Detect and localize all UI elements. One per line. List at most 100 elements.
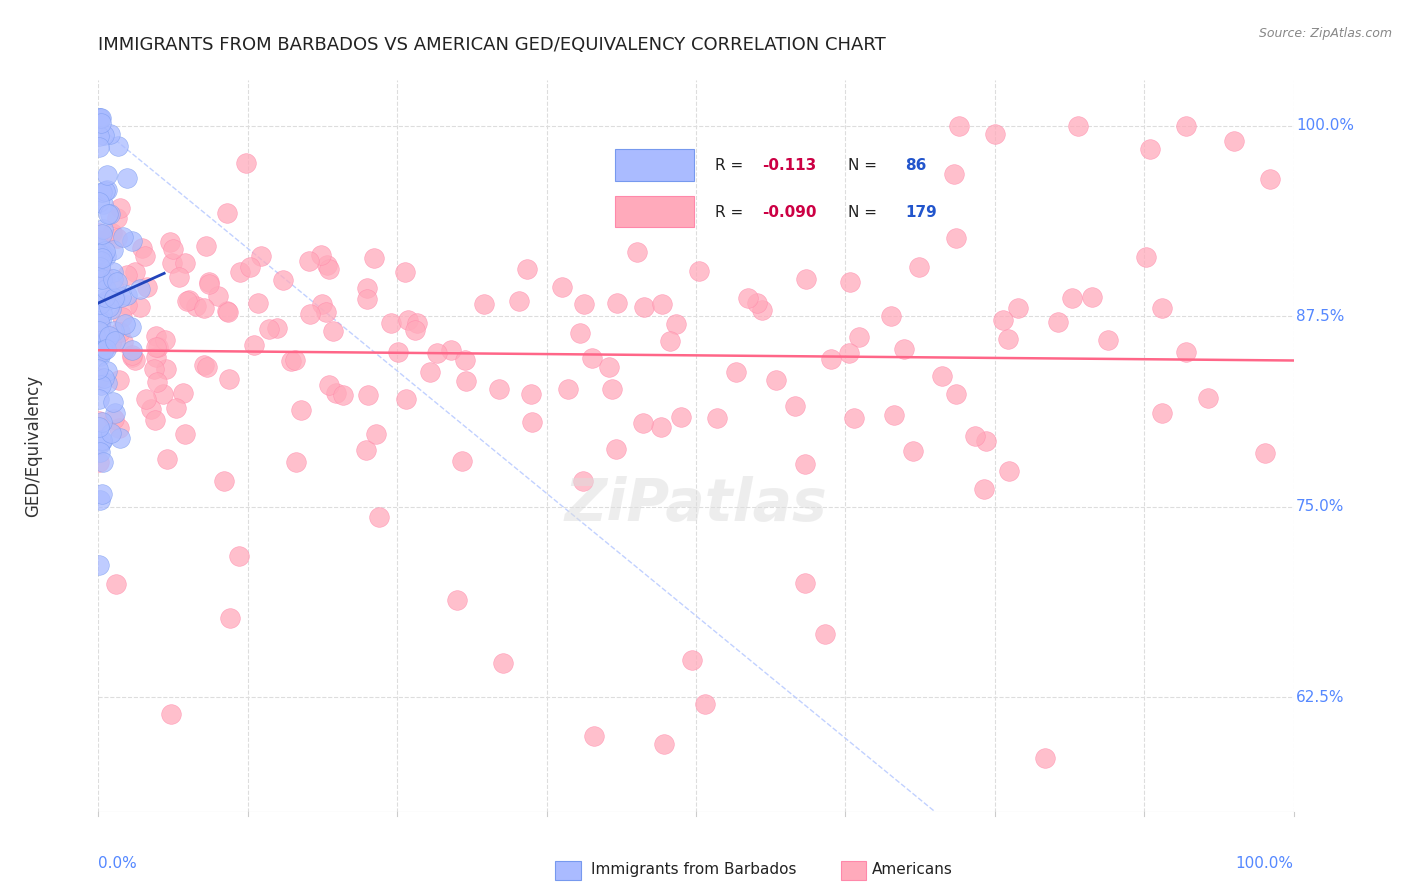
Point (583, 729, 606, 743)
Point (1152, 406, 1174, 420)
Point (963, 428, 986, 442)
Point (100, 425, 122, 440)
Point (440, 343, 463, 358)
Point (488, 382, 510, 396)
Point (96, 182, 118, 196)
Point (145, 340, 167, 354)
Point (90, 254, 112, 268)
Point (783, 399, 806, 413)
Point (121, 235, 143, 249)
Point (87, 264, 110, 278)
Point (87, 112, 110, 126)
Point (207, 288, 229, 302)
Point (89, 324, 111, 338)
Point (135, 392, 157, 407)
Point (239, 260, 262, 274)
Point (280, 353, 302, 368)
Point (1060, 292, 1083, 306)
Point (89, 349, 111, 363)
FancyBboxPatch shape (614, 195, 693, 227)
Text: -0.113: -0.113 (762, 159, 815, 173)
Point (903, 444, 925, 458)
Point (426, 346, 449, 360)
Point (1150, 301, 1173, 316)
Point (167, 270, 190, 285)
Point (396, 313, 419, 327)
Point (492, 657, 515, 671)
Point (284, 352, 307, 367)
Point (298, 307, 321, 321)
Point (626, 245, 648, 260)
Point (103, 334, 125, 348)
Point (765, 374, 787, 388)
Point (751, 303, 773, 318)
Point (357, 388, 380, 402)
Point (315, 258, 337, 272)
Point (1197, 391, 1219, 405)
Point (218, 372, 240, 386)
Point (569, 326, 592, 340)
Point (1253, 445, 1275, 459)
Point (406, 316, 429, 330)
Point (606, 296, 628, 310)
Text: N =: N = (848, 205, 882, 220)
Point (198, 275, 221, 289)
Point (101, 226, 124, 240)
Point (89, 492, 111, 507)
Point (737, 291, 759, 305)
Point (664, 317, 686, 331)
Point (997, 332, 1019, 346)
Point (363, 252, 385, 266)
Point (246, 296, 269, 310)
Point (117, 268, 139, 282)
Point (290, 403, 312, 417)
Point (380, 316, 402, 330)
Text: Source: ZipAtlas.com: Source: ZipAtlas.com (1258, 27, 1392, 40)
Point (839, 275, 862, 289)
Point (89, 297, 111, 311)
Point (271, 273, 294, 287)
Point (89, 392, 111, 407)
Point (184, 299, 207, 313)
Point (266, 320, 288, 334)
Point (574, 297, 596, 311)
Point (215, 206, 238, 220)
Point (242, 337, 264, 351)
Point (174, 256, 197, 270)
Point (89, 377, 111, 392)
Point (93, 343, 115, 357)
Point (114, 317, 136, 331)
Point (605, 442, 627, 456)
Point (96, 376, 118, 391)
Point (108, 431, 131, 445)
Point (794, 457, 817, 471)
Point (96, 168, 118, 182)
Point (136, 280, 159, 294)
Point (87, 414, 110, 428)
Point (87, 419, 110, 434)
Point (794, 272, 817, 286)
Point (198, 277, 221, 291)
Point (124, 265, 146, 279)
Point (193, 301, 215, 315)
Point (368, 509, 391, 524)
Text: R =: R = (716, 159, 748, 173)
Point (90, 115, 112, 129)
Point (111, 310, 134, 324)
Point (94, 244, 117, 258)
Point (228, 265, 250, 279)
Text: 87.5%: 87.5% (1296, 309, 1344, 324)
Point (94, 290, 117, 304)
Point (1007, 301, 1029, 315)
Point (356, 292, 378, 306)
Point (688, 264, 710, 278)
Text: 100.0%: 100.0% (1236, 855, 1294, 871)
Point (1175, 119, 1198, 133)
Point (1067, 119, 1090, 133)
Point (842, 411, 865, 425)
Point (90, 185, 112, 199)
Point (93, 128, 115, 142)
Point (89, 260, 111, 274)
Point (235, 156, 257, 170)
Text: 75.0%: 75.0% (1296, 500, 1344, 515)
